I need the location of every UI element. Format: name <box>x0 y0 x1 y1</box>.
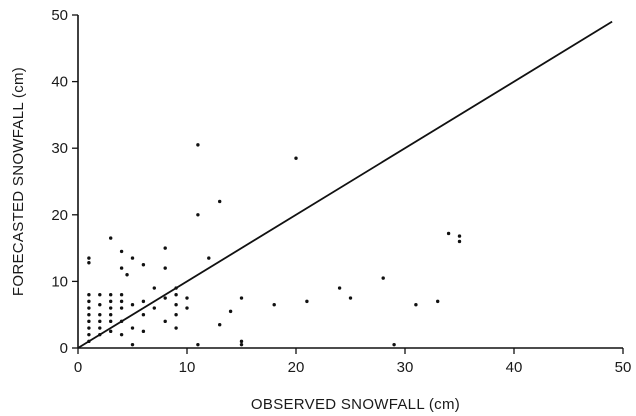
x-tick-label: 40 <box>506 359 523 376</box>
data-point <box>163 246 167 250</box>
data-point <box>163 266 167 270</box>
data-point <box>119 266 124 270</box>
y-tick-label: 10 <box>51 273 68 290</box>
data-point <box>152 286 156 290</box>
data-point <box>141 263 146 267</box>
y-axis-title: FORECASTED SNOWFALL (cm) <box>10 67 27 296</box>
data-point <box>109 306 113 310</box>
data-point <box>87 299 91 304</box>
data-point <box>141 313 146 317</box>
data-points <box>87 143 462 347</box>
x-tick-label: 30 <box>397 359 414 376</box>
data-point <box>239 342 244 347</box>
data-point <box>87 306 91 310</box>
data-point <box>109 319 113 324</box>
data-point <box>174 286 178 290</box>
data-point <box>98 293 102 297</box>
y-tick-label: 20 <box>51 207 68 224</box>
data-point <box>196 213 200 217</box>
data-point <box>98 326 102 330</box>
y-tick-label: 40 <box>51 74 68 91</box>
data-point <box>98 319 102 324</box>
x-tick-label: 50 <box>615 359 632 376</box>
data-point <box>392 342 396 347</box>
data-point <box>218 199 222 204</box>
data-point <box>87 319 91 324</box>
data-point <box>294 156 298 160</box>
data-point <box>119 249 124 254</box>
data-point <box>152 306 156 310</box>
data-point <box>109 299 113 304</box>
data-point <box>130 303 135 307</box>
data-point <box>218 322 222 327</box>
data-point <box>130 326 135 330</box>
data-point <box>87 313 91 317</box>
x-tick-label: 0 <box>74 359 82 376</box>
data-point <box>163 296 167 300</box>
data-point <box>174 326 178 330</box>
data-point <box>119 306 124 310</box>
y-tick-label: 0 <box>60 340 68 357</box>
data-point <box>109 329 113 334</box>
reference-line-group <box>77 20 613 349</box>
data-point <box>119 299 124 304</box>
reference-line <box>77 20 613 349</box>
data-point <box>141 329 146 334</box>
data-point <box>87 261 91 265</box>
y-tick-label: 30 <box>51 140 68 157</box>
data-point <box>98 332 102 337</box>
data-point <box>337 286 342 290</box>
y-tick-label: 50 <box>51 7 68 24</box>
x-tick-label: 10 <box>179 359 196 376</box>
data-point <box>87 293 91 297</box>
data-point <box>130 256 135 260</box>
data-point <box>272 303 276 307</box>
data-point <box>109 293 113 297</box>
x-tick-label: 20 <box>288 359 305 376</box>
data-point <box>174 303 178 307</box>
data-point <box>163 319 167 324</box>
data-point <box>87 256 91 260</box>
data-point <box>228 309 233 314</box>
data-point <box>119 332 124 337</box>
data-point <box>381 276 385 280</box>
data-point <box>457 239 462 244</box>
data-point <box>109 236 113 240</box>
data-point <box>130 342 135 347</box>
data-point <box>87 326 91 330</box>
axes: 0 10 20 30 40 50 0 10 20 30 40 50 <box>51 7 631 376</box>
data-point <box>98 313 102 317</box>
data-point <box>185 296 189 300</box>
data-point <box>125 273 129 277</box>
data-point <box>446 231 451 236</box>
data-point <box>174 313 178 317</box>
data-point <box>196 143 200 147</box>
data-point <box>174 293 178 297</box>
data-point <box>436 299 440 304</box>
data-point <box>239 296 244 300</box>
data-point <box>98 303 102 307</box>
x-axis-title: OBSERVED SNOWFALL (cm) <box>251 396 460 413</box>
data-point <box>239 339 244 344</box>
data-point <box>185 306 189 310</box>
data-point <box>109 313 113 317</box>
data-point <box>87 332 91 337</box>
data-point <box>87 339 91 344</box>
data-point <box>457 234 462 238</box>
data-point <box>207 256 211 260</box>
data-point <box>414 303 418 307</box>
data-point <box>141 299 146 304</box>
data-point <box>305 299 309 304</box>
data-point <box>119 293 124 297</box>
data-point <box>119 319 124 324</box>
data-point <box>196 342 200 347</box>
data-point <box>348 296 353 300</box>
